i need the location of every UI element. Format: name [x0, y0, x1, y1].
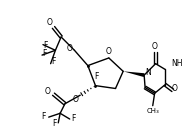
Text: O: O: [45, 87, 51, 96]
Text: F: F: [44, 41, 48, 50]
Text: F: F: [43, 49, 47, 58]
Text: F: F: [71, 114, 76, 123]
Text: O: O: [106, 47, 112, 56]
Polygon shape: [123, 71, 144, 77]
Text: O: O: [172, 84, 178, 93]
Text: F: F: [94, 72, 99, 81]
Text: O: O: [47, 18, 53, 27]
Text: O: O: [67, 44, 73, 53]
Text: F: F: [41, 112, 45, 121]
Text: F: F: [52, 119, 57, 128]
Text: NH: NH: [171, 59, 182, 68]
Text: O: O: [72, 95, 78, 104]
Text: O: O: [152, 42, 158, 51]
Text: CH₃: CH₃: [146, 108, 159, 114]
Text: F: F: [51, 57, 56, 66]
Text: N: N: [145, 68, 151, 77]
